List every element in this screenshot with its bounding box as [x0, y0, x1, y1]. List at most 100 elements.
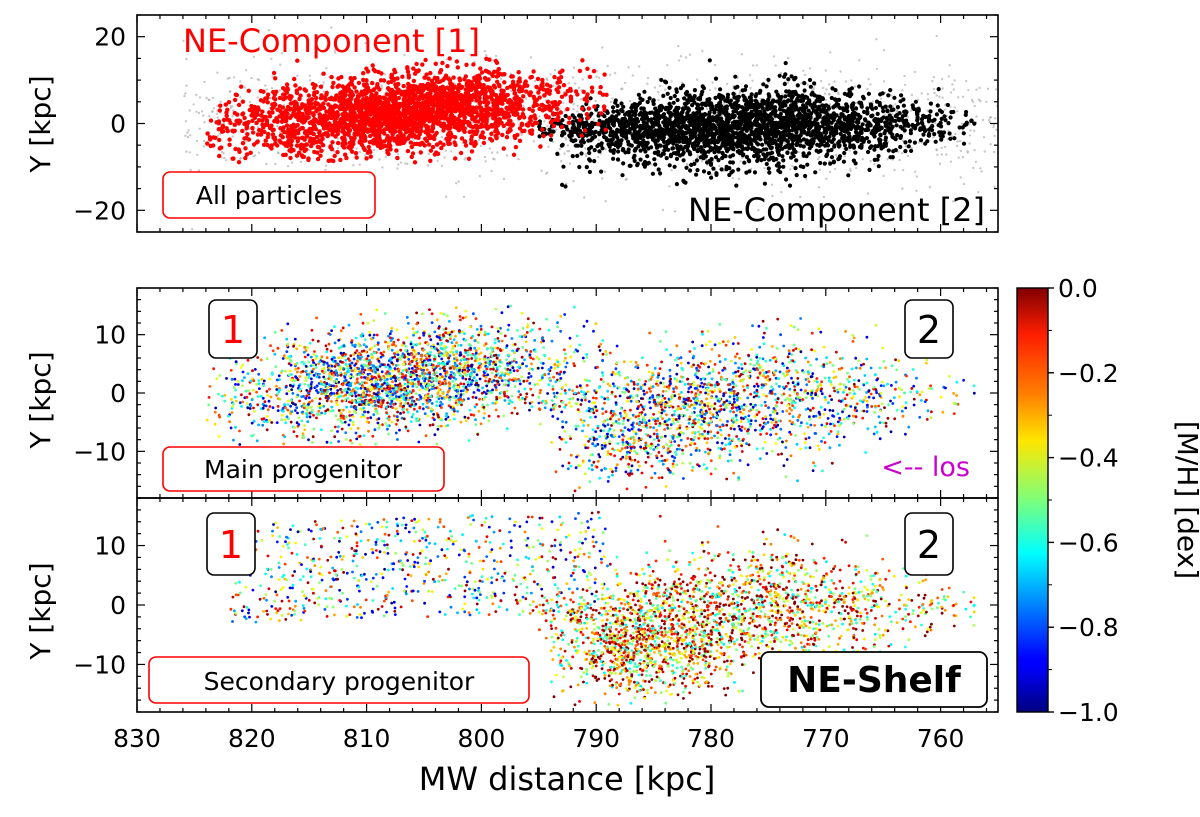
- component-1-particle: [331, 80, 336, 86]
- component-2-particle: [829, 125, 834, 130]
- component-2-particle: [664, 127, 670, 132]
- component-1-particle: [239, 84, 244, 89]
- background-particle: [483, 50, 487, 53]
- component-2-particle: [755, 158, 760, 163]
- component-1-particle: [535, 76, 541, 82]
- component-2-particle: [972, 121, 977, 126]
- background-particle: [603, 170, 607, 173]
- component-2-particle: [963, 112, 968, 117]
- component-2-particle: [663, 79, 668, 84]
- component-2-particle: [774, 89, 779, 94]
- background-particle: [195, 139, 199, 143]
- component-2-particle: [684, 130, 689, 136]
- component-2-particle: [901, 97, 906, 102]
- component-2-particle: [613, 117, 618, 122]
- component-2-particle: [849, 105, 855, 110]
- background-particle: [524, 97, 528, 100]
- background-particle: [412, 138, 415, 141]
- component-2-particle: [899, 93, 904, 98]
- component-2-particle: [759, 116, 764, 121]
- background-particle: [800, 82, 803, 85]
- component-1-particle: [335, 140, 341, 146]
- component-2-particle: [675, 150, 680, 155]
- background-particle: [901, 89, 904, 92]
- component-2-particle: [667, 163, 672, 168]
- component-2-particle: [837, 156, 842, 161]
- component-1-particle: [474, 98, 479, 103]
- background-particle: [791, 164, 794, 168]
- component-2-particle: [883, 135, 889, 140]
- component-2-particle: [704, 124, 709, 129]
- component-2-particle: [921, 126, 926, 132]
- component-2-particle: [730, 114, 735, 119]
- component-1-particle: [284, 82, 290, 87]
- component-2-particle: [781, 158, 786, 163]
- background-particle: [855, 166, 858, 170]
- background-particle: [887, 201, 890, 205]
- component-1-particle: [409, 144, 414, 150]
- component-2-particle: [620, 109, 625, 114]
- component-2-particle: [756, 111, 761, 116]
- component-1-particle: [354, 89, 359, 94]
- background-particle: [336, 137, 340, 140]
- component-1-particle: [428, 70, 433, 76]
- component-2-particle: [615, 103, 620, 108]
- background-particle: [631, 74, 634, 77]
- background-particle: [596, 70, 599, 73]
- background-particle: [684, 56, 688, 59]
- component-2-particle: [762, 109, 767, 114]
- component-2-particle: [684, 165, 689, 170]
- component-2-particle: [735, 141, 740, 146]
- component-2-particle: [765, 106, 770, 111]
- component-2-particle: [638, 135, 643, 140]
- component-2-particle: [780, 146, 785, 151]
- component-2-particle: [782, 74, 787, 79]
- background-particle: [954, 132, 957, 136]
- component-2-particle: [841, 159, 847, 164]
- component-2-particle: [902, 128, 907, 133]
- component-2-particle: [673, 128, 678, 133]
- component-2-particle: [574, 118, 579, 123]
- component-2-particle: [764, 134, 770, 139]
- background-particle: [211, 96, 215, 100]
- component-2-particle: [808, 132, 813, 138]
- component-1-particle: [541, 87, 546, 92]
- background-particle: [861, 158, 864, 161]
- background-particle: [936, 153, 939, 156]
- component-2-particle: [730, 104, 735, 110]
- component-2-particle: [853, 112, 859, 117]
- component-2-particle: [633, 136, 638, 141]
- background-particle: [708, 88, 712, 92]
- component-2-particle: [620, 117, 625, 122]
- component-2-particle: [692, 100, 697, 105]
- component-2-particle: [790, 115, 795, 120]
- component-2-particle: [789, 95, 794, 101]
- background-particle: [211, 110, 214, 113]
- background-particle: [949, 105, 952, 109]
- component-2-particle: [927, 113, 932, 119]
- background-particle: [496, 151, 499, 154]
- background-particle: [869, 83, 872, 86]
- component-1-particle: [430, 123, 435, 129]
- component-2-particle: [773, 108, 778, 113]
- background-particle: [613, 72, 617, 75]
- background-particle: [725, 82, 729, 86]
- background-particle: [596, 156, 600, 159]
- component-2-particle: [818, 160, 823, 166]
- component-2-particle: [575, 153, 580, 158]
- component-2-particle: [682, 101, 688, 106]
- background-particle: [844, 80, 848, 83]
- component-2-particle: [872, 134, 877, 139]
- component-2-particle: [743, 134, 748, 139]
- component-2-particle: [662, 139, 667, 144]
- component-2-particle: [611, 156, 616, 161]
- component-2-particle: [725, 99, 730, 104]
- component-2-particle: [586, 146, 592, 152]
- background-particle: [834, 153, 837, 157]
- background-particle: [248, 100, 251, 104]
- component-2-particle: [656, 108, 661, 113]
- background-particle: [812, 88, 815, 91]
- component-2-particle: [865, 106, 870, 111]
- component-2-particle: [716, 149, 721, 154]
- component-2-particle: [825, 125, 830, 130]
